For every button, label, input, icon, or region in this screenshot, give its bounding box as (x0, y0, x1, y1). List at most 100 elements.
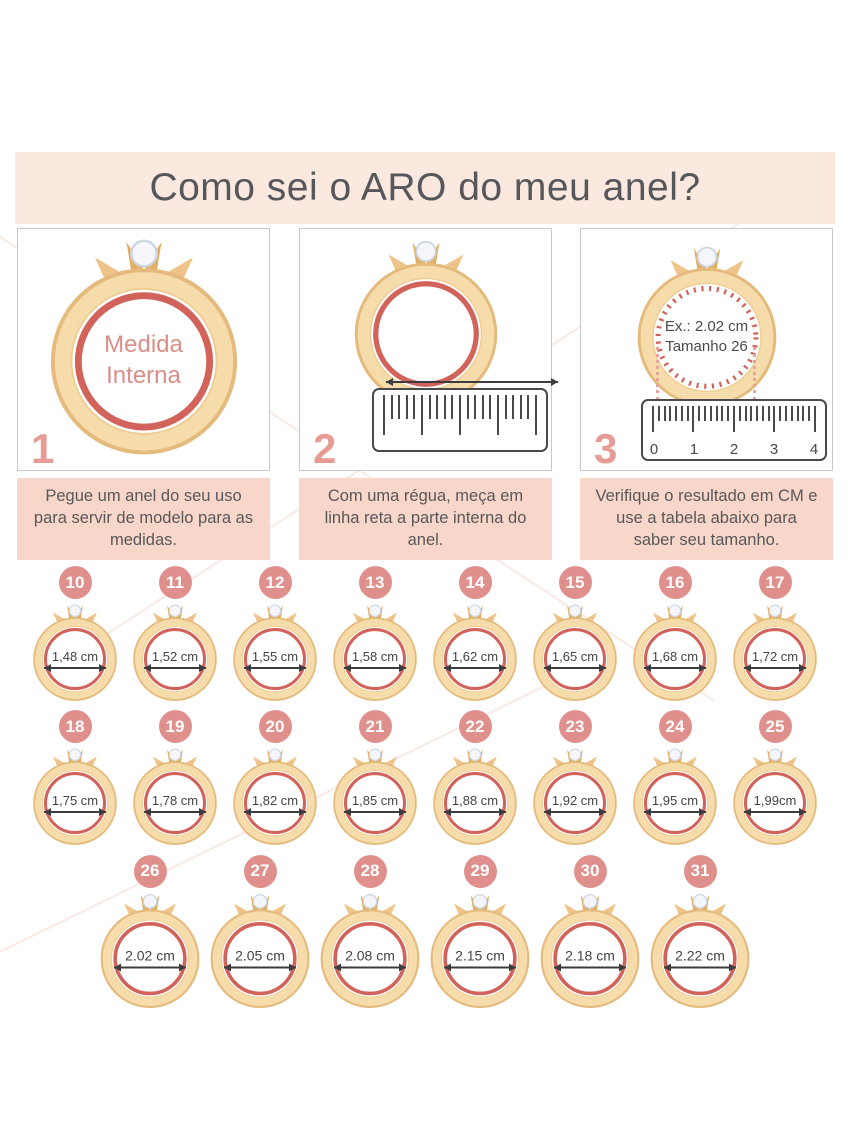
ring-label-line1: Medida (104, 331, 183, 358)
ring-illustration: 1,75 cm (31, 745, 119, 845)
diameter-arrow-icon (224, 963, 296, 972)
measure-overlay: 1,82 cm (244, 793, 306, 817)
size-number: 16 (665, 572, 685, 592)
step-box-2: 2 (299, 228, 558, 472)
ring-illustration: 1,88 cm (431, 745, 519, 845)
size-number-badge: 17 (758, 566, 792, 599)
diameter-arrow-icon (44, 664, 106, 672)
measure-overlay: 2.18 cm (554, 947, 626, 972)
ring-illustration: 1,85 cm (331, 745, 419, 845)
size-measure: 1,55 cm (251, 649, 299, 664)
ring-size-item: 17 1,72 cm (731, 566, 819, 701)
ring-illustration: 2.18 cm (538, 890, 642, 1009)
size-number-badge: 30 (573, 854, 607, 888)
measure-overlay: 1,72 cm (744, 649, 806, 672)
diameter-arrow-icon (744, 664, 806, 672)
ring-size-item: 19 1,78 cm (131, 710, 219, 845)
size-number: 26 (140, 861, 160, 881)
ring-size-item: 21 1,85 cm (331, 710, 419, 845)
size-number: 13 (365, 572, 385, 592)
step-box-1: Medida Interna 1 (17, 228, 270, 471)
ring-illustration: 1,68 cm (631, 601, 719, 701)
step-number-2: 2 (313, 425, 337, 472)
step-number-3: 3 (594, 425, 618, 472)
size-measure: 1,48 cm (51, 649, 99, 664)
ruler-ticks (383, 395, 537, 435)
size-measure: 1,62 cm (451, 649, 499, 664)
measure-overlay: 1,99cm (744, 793, 806, 817)
inner-measure-label: Medida Interna (74, 329, 214, 391)
size-number-badge: 18 (58, 710, 92, 744)
diameter-arrow-icon (544, 808, 606, 817)
size-measure: 1,99cm (753, 793, 797, 809)
size-measure: 1,72 cm (751, 649, 799, 664)
ring-illustration: 1,99cm (731, 745, 819, 845)
diameter-arrow-icon (444, 963, 516, 972)
example-size-label: Ex.: 2.02 cm Tamanho 26 (644, 317, 770, 357)
ring-size-item: 27 2.05 cm (208, 854, 312, 1009)
ring-illustration: 2.15 cm (428, 890, 532, 1009)
measure-arrow-icon (386, 378, 558, 386)
measure-overlay: 1,85 cm (344, 793, 406, 817)
size-number-badge: 21 (358, 710, 392, 744)
example-size: Tamanho 26 (665, 338, 748, 355)
measure-overlay: 2.05 cm (224, 947, 296, 972)
size-measure: 1,78 cm (151, 793, 199, 809)
ring-size-item: 22 1,88 cm (431, 710, 519, 845)
size-number-badge: 12 (258, 566, 292, 599)
diameter-arrow-icon (244, 808, 306, 817)
size-measure: 2.02 cm (125, 947, 175, 964)
size-number: 24 (665, 716, 685, 736)
measure-overlay: 1,92 cm (544, 793, 606, 817)
size-measure: 1,68 cm (651, 649, 699, 664)
size-number: 30 (580, 861, 600, 881)
diameter-arrow-icon (444, 664, 506, 672)
measure-overlay: 2.22 cm (664, 947, 736, 972)
size-number-badge: 15 (558, 566, 592, 599)
size-number-badge: 28 (353, 854, 387, 888)
diameter-arrow-icon (644, 808, 706, 817)
ring-illustration: 1,62 cm (431, 601, 519, 701)
size-number: 18 (65, 716, 85, 736)
ring-illustration: 2.22 cm (648, 890, 752, 1009)
size-measure: 2.22 cm (675, 947, 725, 964)
size-number-badge: 24 (658, 710, 692, 744)
ring-illustration: 1,78 cm (131, 745, 219, 845)
size-measure: 1,82 cm (251, 793, 299, 809)
size-number-badge: 31 (683, 854, 717, 888)
ruler-number: 2 (729, 441, 739, 458)
size-number-badge: 11 (158, 566, 192, 599)
ring-illustration: 1,55 cm (231, 601, 319, 701)
size-number: 22 (465, 716, 485, 736)
size-number-badge: 29 (463, 854, 497, 888)
size-measure: 1,88 cm (451, 793, 499, 809)
diameter-arrow-icon (544, 664, 606, 672)
measure-overlay: 1,95 cm (644, 793, 706, 817)
size-number-badge: 20 (258, 710, 292, 744)
ring-size-item: 18 1,75 cm (31, 710, 119, 845)
dotted-guide-line (753, 347, 756, 400)
ring-illustration: 1,52 cm (131, 601, 219, 701)
measure-overlay: 1,88 cm (444, 793, 506, 817)
size-measure: 1,85 cm (351, 793, 399, 809)
size-measure: 1,65 cm (551, 649, 599, 664)
size-number: 11 (166, 572, 184, 592)
ring-illustration: 1,72 cm (731, 601, 819, 701)
ring-illustration: 1,58 cm (331, 601, 419, 701)
diameter-arrow-icon (444, 808, 506, 817)
size-number: 14 (465, 572, 485, 592)
diameter-arrow-icon (244, 664, 306, 672)
measure-overlay: 1,75 cm (44, 793, 106, 817)
ring-size-item: 12 1,55 cm (231, 566, 319, 701)
ruler-icon (372, 378, 558, 452)
ring-size-item: 25 1,99cm (731, 710, 819, 845)
measure-overlay: 2.08 cm (334, 947, 406, 972)
ring-size-item: 13 1,58 cm (331, 566, 419, 701)
size-number: 20 (265, 716, 285, 736)
size-number: 21 (365, 716, 385, 736)
diameter-arrow-icon (114, 963, 186, 972)
ring-illustration: 1,82 cm (231, 745, 319, 845)
size-number: 10 (65, 572, 85, 592)
size-number-badge: 26 (133, 854, 167, 888)
